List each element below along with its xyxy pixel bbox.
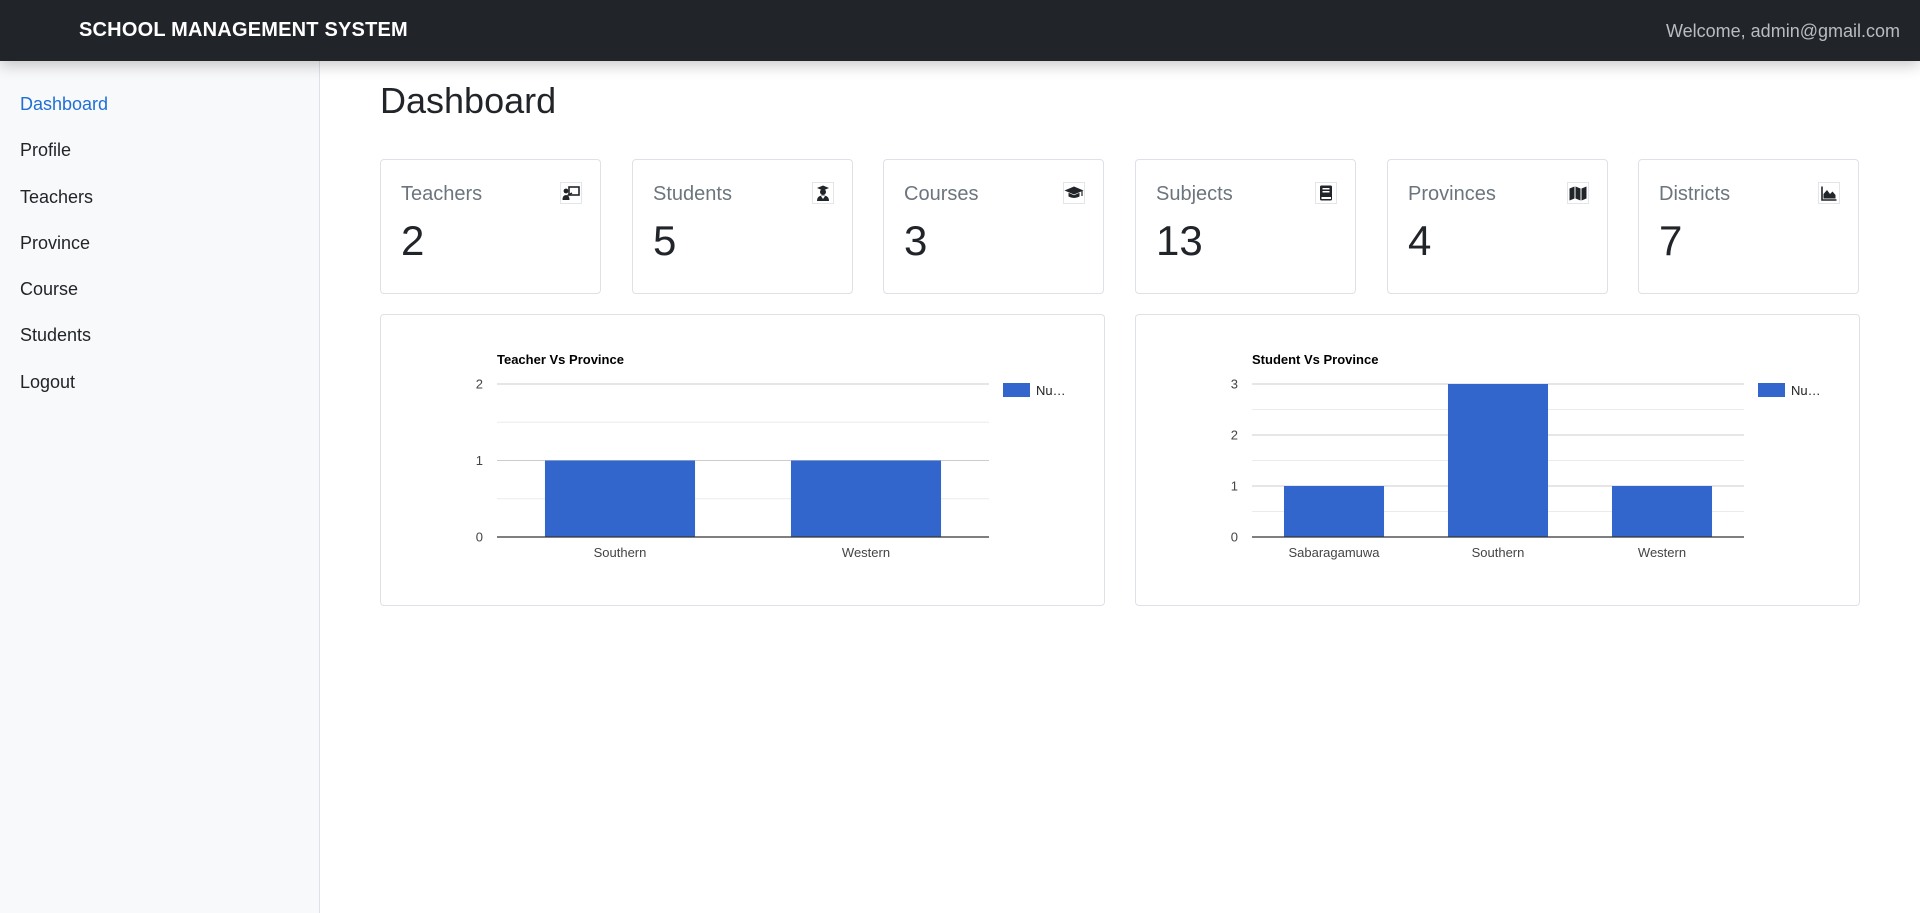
y-tick-label: 0	[476, 530, 483, 545]
sidebar-item-students[interactable]: Students	[20, 325, 92, 345]
chart-card-teacher-vs-province: 0 1 2 Southern Western Teacher Vs Province Nu…	[380, 314, 1105, 606]
stat-card-teachers: Teachers 2	[380, 159, 601, 294]
card-label: Courses	[904, 183, 979, 205]
teacher-vs-province-chart: 0 1 2 Southern Western Teacher Vs Province Nu…	[476, 352, 1066, 560]
graduation-cap-icon	[1063, 182, 1085, 204]
y-tick-label: 0	[1231, 530, 1238, 545]
bar-southern	[1447, 384, 1549, 537]
sidebar-item-profile[interactable]: Profile	[20, 140, 72, 160]
sidebar-item-dashboard[interactable]: Dashboard	[20, 94, 109, 114]
stat-card-subjects: Subjects 13	[1135, 159, 1356, 294]
card-value: 2	[401, 217, 425, 264]
y-tick-label: 1	[476, 453, 483, 468]
stat-card-courses: Courses 3	[883, 159, 1104, 294]
x-tick-label: Southern	[594, 545, 647, 560]
x-tick-label: Southern	[1472, 545, 1525, 560]
x-tick-label: Western	[842, 545, 890, 560]
brand-title[interactable]: SCHOOL MANAGEMENT SYSTEM	[79, 19, 408, 41]
bar-western	[790, 460, 942, 537]
student-vs-province-chart: 0 1 2 3 Sabaragamuwa Southern Western Student V…	[1231, 352, 1821, 560]
card-label: Teachers	[401, 183, 483, 205]
legend-label: Nu…	[1791, 383, 1821, 398]
book-icon	[1315, 182, 1337, 204]
legend-swatch	[1003, 383, 1030, 397]
x-tick-label: Western	[1638, 545, 1686, 560]
sidebar-item-logout[interactable]: Logout	[20, 372, 76, 392]
legend-swatch	[1758, 383, 1785, 397]
card-label: Subjects	[1156, 183, 1233, 205]
card-label: Students	[653, 183, 732, 205]
bar-southern	[544, 460, 696, 537]
bar-western	[1611, 486, 1713, 537]
card-value: 13	[1156, 217, 1203, 264]
page-title: Dashboard	[380, 80, 557, 121]
chart-card-student-vs-province: 0 1 2 3 Sabaragamuwa Southern Western Student V…	[1135, 314, 1860, 606]
top-navbar: SCHOOL MANAGEMENT SYSTEM Welcome, admin@…	[0, 0, 1920, 61]
sidebar-item-province[interactable]: Province	[20, 233, 91, 253]
legend-label: Nu…	[1036, 383, 1066, 398]
chart-title: Student Vs Province	[1252, 352, 1378, 367]
x-tick-label: Sabaragamuwa	[1288, 545, 1380, 560]
sidebar-item-course[interactable]: Course	[20, 279, 79, 299]
stat-card-students: Students 5	[632, 159, 853, 294]
sidebar: Dashboard Profile Teachers Province Cour…	[0, 61, 320, 913]
stat-card-provinces: Provinces 4	[1387, 159, 1608, 294]
y-tick-label: 3	[1231, 377, 1238, 392]
y-tick-label: 2	[476, 377, 483, 392]
card-value: 5	[653, 217, 677, 264]
card-value: 7	[1659, 217, 1683, 264]
map-icon	[1567, 182, 1589, 204]
stat-card-districts: Districts 7	[1638, 159, 1859, 294]
area-chart-icon	[1818, 182, 1840, 204]
teacher-board-icon	[560, 182, 582, 204]
card-value: 3	[904, 217, 928, 264]
y-tick-label: 1	[1231, 479, 1238, 494]
sidebar-item-teachers[interactable]: Teachers	[20, 187, 94, 207]
graduate-student-icon	[812, 182, 834, 204]
y-tick-label: 2	[1231, 428, 1238, 443]
card-label: Provinces	[1408, 183, 1496, 205]
welcome-text: Welcome, admin@gmail.com	[1665, 21, 1900, 41]
bar-sabaragamuwa	[1283, 486, 1385, 537]
chart-title: Teacher Vs Province	[497, 352, 624, 367]
card-value: 4	[1408, 217, 1432, 264]
card-label: Districts	[1659, 183, 1731, 205]
